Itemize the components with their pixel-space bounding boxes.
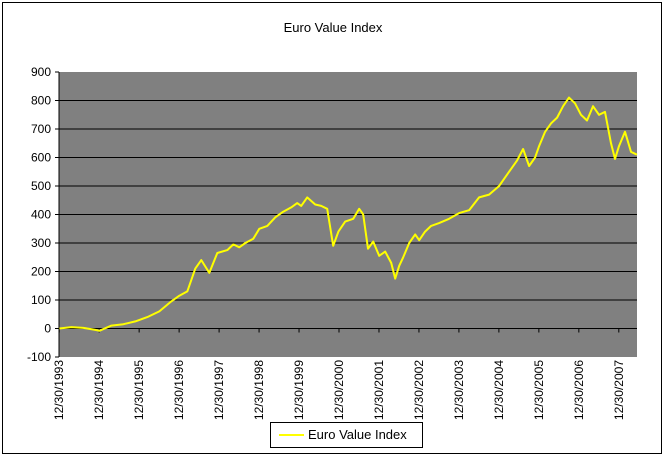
- y-tick-label: 0: [44, 322, 51, 336]
- x-tick-label: 12/30/1997: [212, 360, 226, 420]
- x-tick-label: 12/30/2002: [412, 360, 426, 420]
- x-tick-label: 12/30/2000: [332, 360, 346, 420]
- y-tick-label: 600: [31, 151, 51, 165]
- x-tick-label: 12/30/2006: [572, 360, 586, 420]
- y-tick-label: 900: [31, 65, 51, 79]
- x-tick-label: 12/30/2007: [612, 360, 626, 420]
- series-line: [59, 96, 638, 332]
- y-tick-label: 500: [31, 179, 51, 193]
- legend-swatch: [279, 434, 304, 436]
- y-tick-label: 700: [31, 122, 51, 136]
- y-tick-label: 300: [31, 236, 51, 250]
- x-tick-label: 12/30/2004: [492, 360, 506, 420]
- x-axis: 12/30/1993 12/30/1994 12/30/1995 12/30/1996…: [52, 328, 637, 420]
- series-layer: [59, 96, 638, 332]
- chart-title: Euro Value Index: [284, 20, 383, 35]
- x-tick-label: 12/30/2005: [532, 360, 546, 420]
- x-tick-label: 12/30/2001: [372, 360, 386, 420]
- gridlines: [59, 100, 637, 329]
- x-tick-label: 12/30/1996: [172, 360, 186, 420]
- legend-label: Euro Value Index: [308, 427, 407, 442]
- x-tick-label: 12/30/1998: [252, 360, 266, 420]
- y-tick-label: -100: [27, 350, 51, 364]
- x-tick-label: 12/30/2003: [452, 360, 466, 420]
- y-tick-label: 800: [31, 94, 51, 108]
- y-tick-label: 200: [31, 265, 51, 279]
- x-tick-label: 12/30/1994: [92, 360, 106, 420]
- x-tick-label: 12/30/1999: [292, 360, 306, 420]
- x-tick-label: 12/30/1995: [132, 360, 146, 420]
- y-tick-label: 100: [31, 293, 51, 307]
- x-tick-label: 12/30/1993: [52, 360, 66, 420]
- legend: Euro Value Index: [270, 422, 423, 448]
- y-tick-label: 400: [31, 208, 51, 222]
- y-axis: -100 0 100 200 300 400 500 600 700 800 900: [27, 65, 60, 364]
